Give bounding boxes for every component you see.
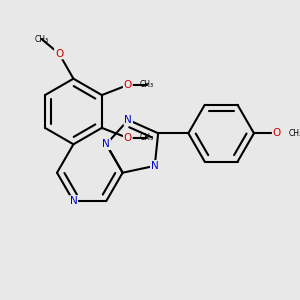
- Text: O: O: [55, 49, 63, 58]
- Text: CH₃: CH₃: [140, 80, 154, 89]
- Text: O: O: [124, 80, 132, 90]
- Text: CH₃: CH₃: [34, 34, 49, 43]
- Text: O: O: [273, 128, 281, 138]
- Text: N: N: [70, 196, 77, 206]
- Text: CH₃: CH₃: [289, 129, 300, 138]
- Text: N: N: [102, 139, 110, 149]
- Text: O: O: [124, 133, 132, 143]
- Text: N: N: [151, 161, 159, 171]
- Text: CH₃: CH₃: [140, 134, 154, 142]
- Text: N: N: [124, 115, 132, 125]
